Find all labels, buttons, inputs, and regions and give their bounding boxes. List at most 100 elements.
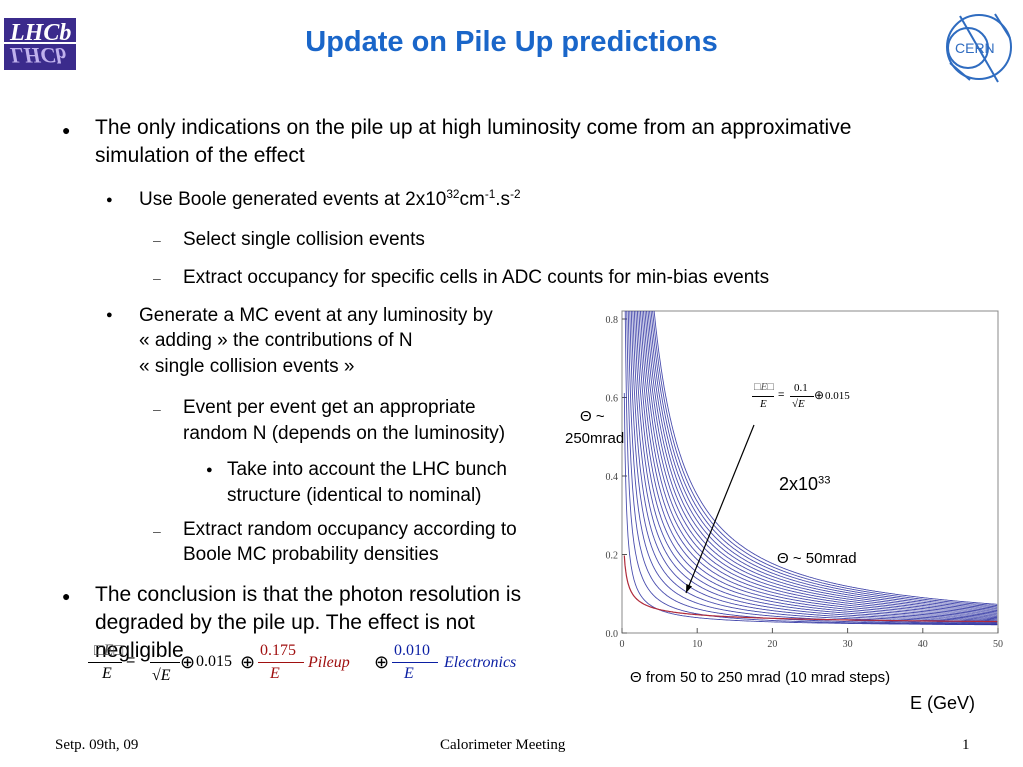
bullet-1-2-b-line1: Extract random occupancy according to xyxy=(183,519,517,540)
pileup-curve xyxy=(639,311,998,616)
dash-icon: – xyxy=(153,401,161,417)
pileup-curve xyxy=(650,311,998,608)
bullet-1-1-a-text: Select single collision events xyxy=(183,229,425,250)
bullet-2-line1: The conclusion is that the photon resolu… xyxy=(95,583,522,606)
bullet-icon: ● xyxy=(62,122,71,138)
pileup-curve xyxy=(630,311,998,623)
bullet-1-text: The only indications on the pile up at h… xyxy=(95,116,852,167)
y-tick-label: 0.8 xyxy=(606,315,619,326)
y-tick-label: 0.6 xyxy=(606,394,619,405)
pileup-curve xyxy=(644,311,998,613)
dash-icon: – xyxy=(153,232,161,248)
inset-formula-den: E xyxy=(760,398,767,410)
dash-icon: – xyxy=(153,270,161,286)
oplus-sign: ⊕ xyxy=(240,652,256,672)
pileup-curve xyxy=(629,311,998,624)
bullet-icon: ● xyxy=(106,194,113,206)
bullet-1-2-line3: « single collision events » xyxy=(139,356,355,377)
pileup-curve xyxy=(643,311,998,614)
footer-title: Calorimeter Meeting xyxy=(440,737,566,753)
inset-formula: □E□ E = 0.1 √E ⊕ 0.015 xyxy=(750,381,860,417)
pileup-curve xyxy=(641,311,998,615)
x-axis-label: E (GeV) xyxy=(910,693,976,713)
fraction-bar xyxy=(752,396,774,397)
lhcb-logo-rule xyxy=(4,42,76,44)
pileup-curve xyxy=(636,311,998,619)
y-tick-label: 0.0 xyxy=(606,629,619,640)
pileup-curve xyxy=(647,311,998,610)
theta-250-label: Θ ~ xyxy=(580,408,605,425)
formula-lhs: □E□ xyxy=(94,642,124,659)
formula-lhs-den: E xyxy=(102,665,112,682)
page-title: Update on Pile Up predictions xyxy=(305,26,718,58)
pileup-curve xyxy=(646,311,998,611)
formula-electronics-num: 0.010 xyxy=(394,642,430,659)
bullet-1-2-a-i-line2: structure (identical to nominal) xyxy=(227,485,482,506)
resolution-chart: 0 10 20 30 40 50 0.0 0.2 0.4 0.6 0.8 xyxy=(606,310,1003,650)
formula-pileup-label: Pileup xyxy=(308,654,350,671)
bullet-1-2-line1: Generate a MC event at any luminosity by xyxy=(139,305,493,326)
page-number: 1 xyxy=(962,737,970,753)
arrow-head xyxy=(686,584,693,593)
cern-logo-text: CERN xyxy=(955,40,995,56)
pileup-curve xyxy=(632,311,998,622)
plot-frame xyxy=(621,310,999,634)
bullet-icon: ● xyxy=(106,309,113,321)
footer-date: Setp. 09th, 09 xyxy=(55,737,139,753)
equals-sign: = xyxy=(126,652,136,669)
bullet-1-2-line2: « adding » the contributions of N xyxy=(139,330,413,351)
formula-const: 0.015 xyxy=(196,653,232,670)
y-tick-label: 0.2 xyxy=(606,551,619,562)
baseline-curve xyxy=(623,555,998,623)
fraction-bar xyxy=(150,662,180,663)
pileup-curve xyxy=(627,311,998,624)
lhcb-logo-text: LHCb xyxy=(10,20,72,46)
fraction-bar xyxy=(88,662,122,663)
luminosity-label: 2x1033 xyxy=(779,474,831,494)
pileup-curve xyxy=(649,311,998,609)
pileup-curve xyxy=(623,392,998,626)
inset-formula-lhs: □E□ xyxy=(754,381,775,393)
inset-formula-a: 0.1 xyxy=(794,382,808,394)
pileup-curve xyxy=(652,311,998,607)
bullet-1-1-b-text: Extract occupancy for specific cells in … xyxy=(183,267,770,288)
chart-caption: Θ from 50 to 250 mrad (10 mrad steps) xyxy=(630,669,891,686)
y-tick-label: 0.4 xyxy=(606,472,619,483)
formula-term1-den: √E xyxy=(152,667,171,684)
oplus-sign: ⊕ xyxy=(374,652,390,672)
theta-50-label: Θ ~ 50mrad xyxy=(777,550,857,567)
pileup-curve xyxy=(653,311,998,605)
formula-pileup-den: E xyxy=(270,665,280,682)
inset-formula-c: 0.015 xyxy=(825,390,850,402)
x-tick-label: 30 xyxy=(843,639,853,650)
bullet-1-2-a-line2: random N (depends on the luminosity) xyxy=(183,423,506,444)
pileup-curve xyxy=(624,311,998,625)
x-tick-label: 40 xyxy=(918,639,928,650)
inset-formula-b: √E xyxy=(792,398,805,410)
bullet-1-2-a-line1: Event per event get an appropriate xyxy=(183,397,476,418)
resolution-formula: □E□ E = √E ⊕ 0.015 ⊕ 0.175 E Pileup ⊕ 0.… xyxy=(88,640,558,690)
fraction-bar xyxy=(258,662,304,663)
x-tick-label: 10 xyxy=(692,639,702,650)
x-tick-label: 20 xyxy=(767,639,777,650)
cern-logo: CERN xyxy=(946,13,1012,83)
x-tick-label: 0 xyxy=(620,639,625,650)
oplus-sign: ⊕ xyxy=(814,388,825,402)
bullet-1-2-a-i-line1: Take into account the LHC bunch xyxy=(227,459,507,480)
oplus-sign: ⊕ xyxy=(180,652,196,672)
x-tick-label: 50 xyxy=(993,639,1003,650)
annotation-arrow xyxy=(685,424,755,594)
pileup-curve xyxy=(635,311,998,620)
lhcb-logo: LHCb LHCb xyxy=(4,18,76,70)
formula-pileup-num: 0.175 xyxy=(260,642,296,659)
bullet-2-line3: negligible xyxy=(95,639,184,662)
theta-250-label-unit: 250mrad xyxy=(565,430,625,447)
equals-sign: = xyxy=(778,389,785,401)
formula-electronics-label: Electronics xyxy=(444,654,517,671)
bullet-icon: ● xyxy=(62,588,71,604)
bullet-1-1-text: Use Boole generated events at 2x1032cm-1… xyxy=(139,187,521,210)
fraction-bar xyxy=(790,396,814,397)
bullet-2-line2: degraded by the pile up. The effect is n… xyxy=(95,611,475,634)
bullet-1-2-b-line2: Boole MC probability densities xyxy=(183,544,439,565)
formula-electronics-den: E xyxy=(404,665,414,682)
